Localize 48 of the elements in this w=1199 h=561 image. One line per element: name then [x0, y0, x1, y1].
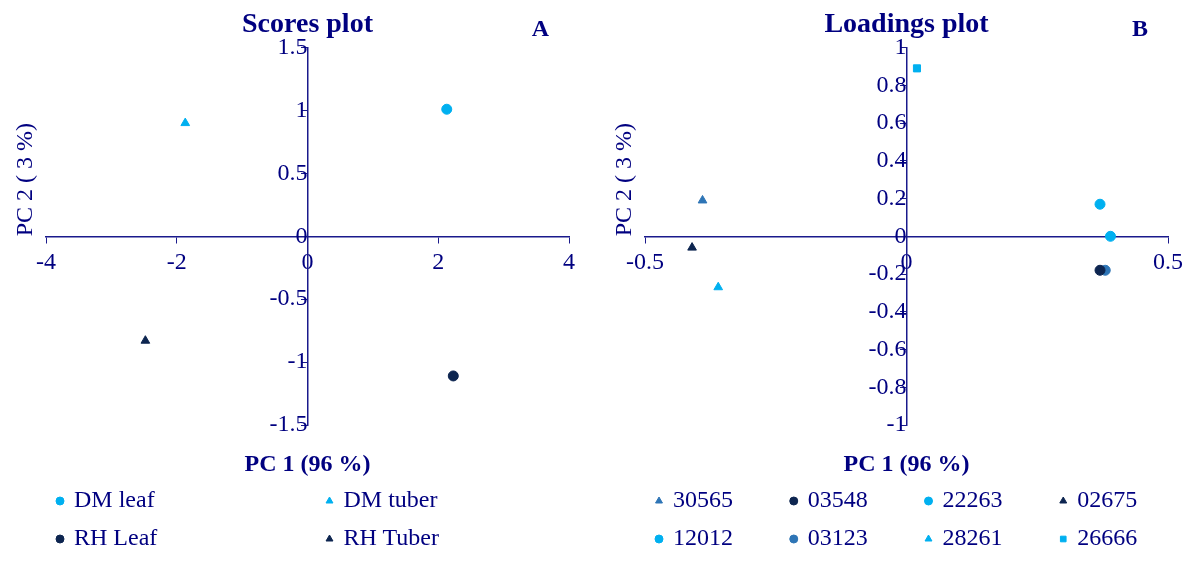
legend-label: 03123 [807, 524, 868, 551]
legend-label: RH Tuber [343, 524, 439, 551]
x-tick-label: -4 [36, 248, 56, 274]
y-axis-title: PC 2 ( 3 %) [610, 122, 637, 237]
y-tick-label: -0.4 [868, 297, 907, 324]
y-tick-label: -1.5 [269, 410, 308, 437]
y-tick-label: -1 [886, 410, 907, 437]
x-tick-label: 2 [432, 248, 445, 274]
point [1094, 198, 1106, 210]
point [912, 64, 921, 73]
y-tick-label: -1 [287, 347, 308, 374]
y-tick-label: 0.6 [876, 108, 907, 135]
y-tick-label: 0.2 [876, 183, 907, 210]
legend-label: 12012 [673, 524, 733, 551]
y-tick-label: -0.6 [868, 334, 907, 361]
y-axis-title: PC 2 ( 3 %) [11, 122, 38, 237]
point [697, 194, 708, 204]
x-tick-label: 0.5 [1153, 248, 1183, 274]
legend-label: 02675 [1077, 486, 1138, 513]
legend-label: 28261 [942, 524, 1003, 551]
legend-label: DM leaf [74, 486, 155, 513]
y-tick-label: 0.5 [277, 158, 308, 185]
x-axis-title: PC 1 (96 %) [843, 450, 970, 477]
point [441, 103, 453, 115]
y-tick-label: 1 [295, 95, 308, 122]
text: B [1131, 15, 1148, 42]
legend-label: RH Leaf [74, 524, 158, 551]
y-tick-label: -0.8 [868, 372, 907, 399]
legend-label: 30565 [673, 486, 733, 513]
legend-label: 26666 [1077, 524, 1138, 551]
point [1104, 230, 1116, 242]
point [447, 370, 459, 382]
text: A [531, 15, 550, 42]
point [180, 117, 191, 127]
point [140, 335, 151, 344]
x-tick-label: 4 [563, 248, 575, 274]
x-tick-label: -2 [166, 248, 187, 274]
legend-label: 03548 [807, 486, 868, 513]
legend-label: 22263 [942, 486, 1003, 513]
point [1094, 264, 1106, 276]
x-tick-label: -0.5 [626, 248, 664, 274]
legend-label: DM tuber [343, 486, 438, 513]
y-tick-label: -0.5 [269, 284, 308, 311]
y-tick-label: 0.8 [876, 70, 907, 97]
point [687, 242, 697, 251]
x-axis-title: PC 1 (96 %) [244, 450, 371, 477]
y-tick-label: 0.4 [876, 146, 907, 173]
point [713, 281, 724, 291]
